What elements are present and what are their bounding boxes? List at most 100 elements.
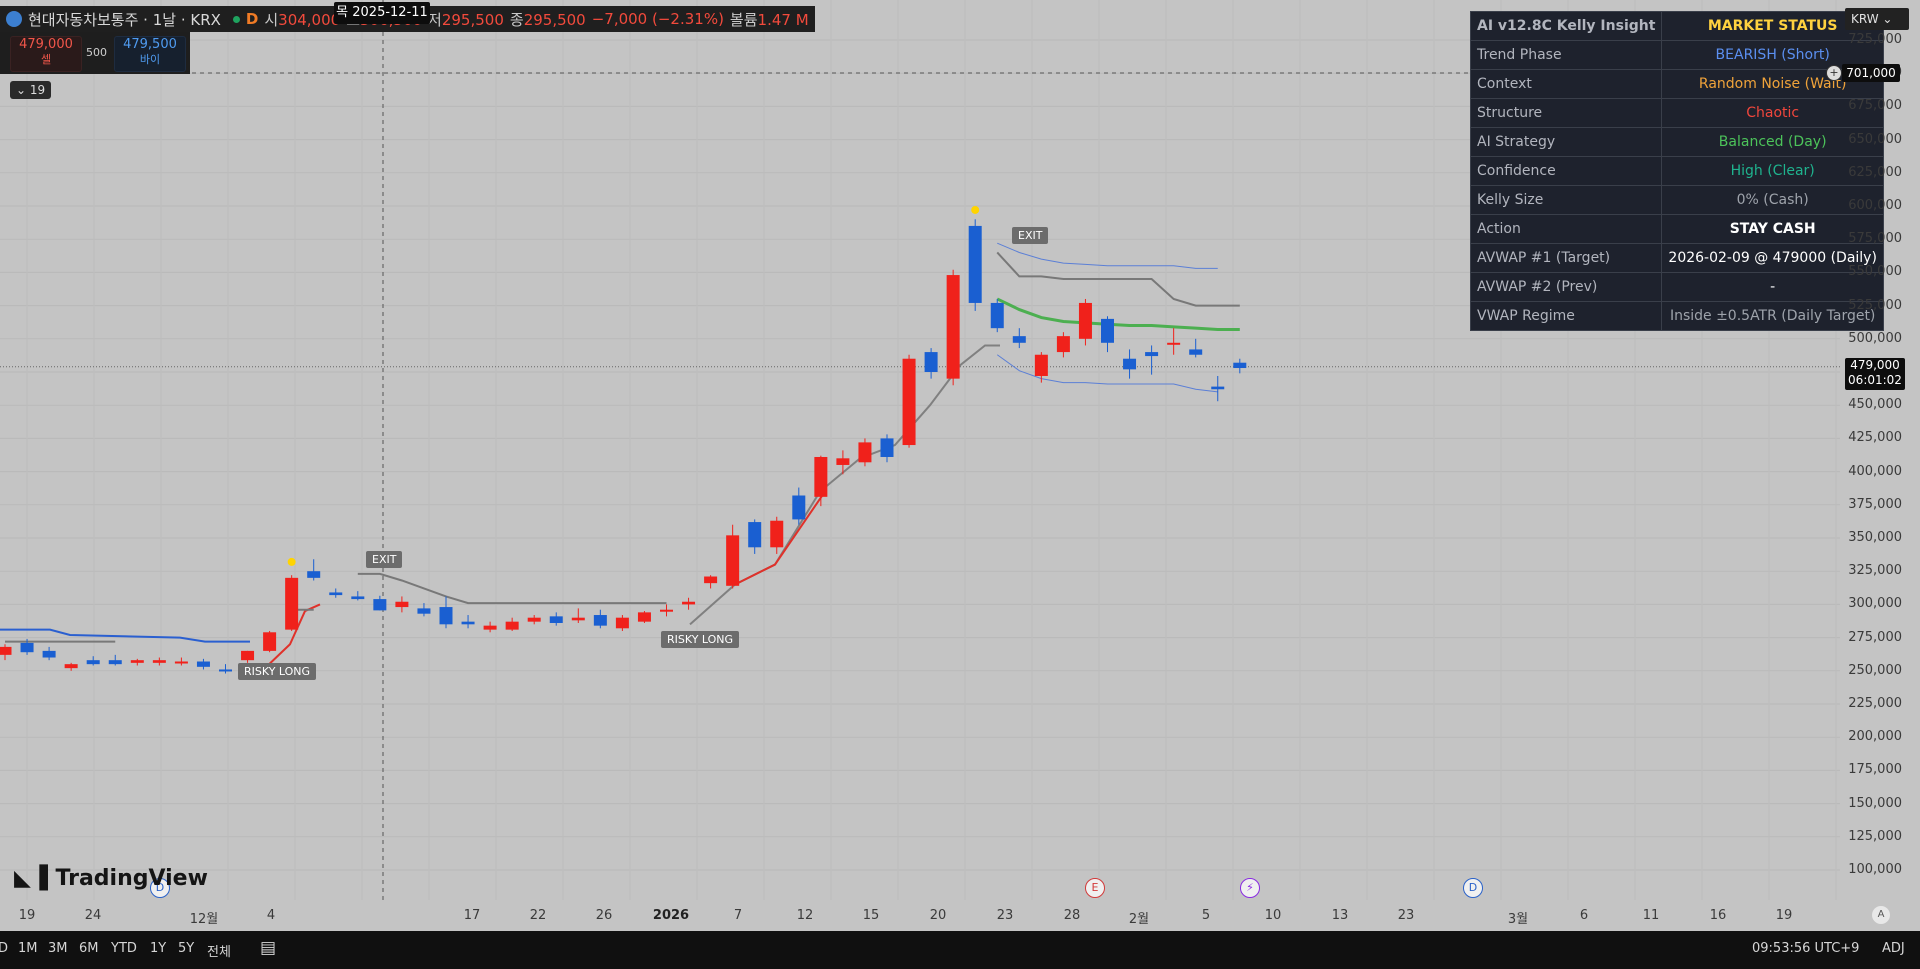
symbol-name[interactable]: 현대자동차보통주 · 1날 · KRX	[28, 10, 221, 29]
low-value: 295,500	[441, 10, 504, 29]
timeframe-1y[interactable]: 1Y	[150, 941, 167, 956]
candle-body	[1056, 336, 1070, 353]
candle-body	[946, 275, 960, 379]
timeframe-ytd[interactable]: YTD	[111, 941, 137, 956]
panel-key: AVWAP #2 (Prev)	[1469, 272, 1663, 302]
buy-label: 바이	[139, 53, 161, 66]
time-tick: 15	[862, 908, 880, 923]
panel-value: 2026-02-09 @ 479000 (Daily)	[1661, 243, 1884, 273]
split-event-icon[interactable]: ⚡	[1240, 878, 1260, 898]
candle-body	[748, 522, 762, 548]
currency-selector[interactable]: KRW ⌄	[1845, 8, 1909, 30]
candle-body	[836, 458, 850, 465]
time-tick: 19	[1775, 908, 1793, 923]
price-tick: 625,000	[1848, 164, 1902, 180]
candle-body	[20, 642, 34, 653]
panel-row: Confidence High (Clear)	[1469, 156, 1884, 186]
price-tick: 125,000	[1848, 828, 1902, 844]
indicators-collapse-button[interactable]: ⌄ 19	[10, 81, 52, 99]
buy-price: 479,500	[123, 37, 177, 52]
candle-body	[726, 535, 740, 586]
candle-body	[1189, 349, 1203, 355]
time-tick: 5	[1201, 908, 1211, 923]
time-tick: 4	[266, 908, 276, 923]
panel-key: Structure	[1469, 98, 1663, 128]
candle-body	[924, 352, 938, 372]
candle-body	[241, 650, 255, 661]
time-axis[interactable]: 19 24 12월 4 17 22 26 2026 7 12 15 20 23 28 2월 5 10 13 23 3월…	[0, 902, 1840, 930]
panel-value: 0% (Cash)	[1661, 185, 1884, 215]
panel-row: Structure Chaotic	[1469, 98, 1884, 128]
time-tick: 11	[1642, 908, 1660, 923]
price-axis[interactable]: 725,000700,000675,000650,000625,000600,0…	[1840, 0, 1920, 925]
candle-body	[505, 621, 519, 630]
dividend-event-icon[interactable]: D	[150, 878, 170, 898]
time-tick: 2026	[652, 908, 690, 923]
interval-badge[interactable]: D	[245, 10, 259, 28]
panel-value: Inside ±0.5ATR (Daily Target)	[1661, 301, 1884, 331]
candle-body	[196, 661, 210, 667]
timeframe-1m[interactable]: 1M	[18, 941, 38, 956]
clock[interactable]: 09:53:56 UTC+9	[1752, 941, 1860, 956]
last-price-value: 479,000	[1850, 358, 1900, 372]
candle-body	[1034, 354, 1048, 376]
top-signal-dot	[971, 205, 980, 214]
timeframe-5y[interactable]: 5Y	[178, 941, 195, 956]
trail-stop-line	[357, 572, 667, 605]
signal-label-exit: EXIT	[366, 551, 403, 568]
timeframe-all[interactable]: 전체	[207, 945, 231, 960]
time-tick: 12	[796, 908, 814, 923]
time-tick: 17	[463, 908, 481, 923]
crosshair-price-label: 701,000	[1842, 64, 1900, 82]
candle-body	[285, 577, 299, 630]
dividend-event-icon[interactable]: D	[1463, 878, 1483, 898]
panel-row: Action STAY CASH	[1469, 214, 1884, 244]
top-signal-dot	[287, 557, 296, 566]
candle-body	[858, 442, 872, 463]
candle-body	[417, 608, 431, 614]
add-alert-icon[interactable]: +	[1826, 65, 1842, 81]
candle-body	[86, 660, 100, 665]
candle-body	[637, 612, 651, 622]
candle-body	[64, 664, 78, 669]
timeframe-d[interactable]: D	[0, 941, 9, 956]
candle-body	[593, 615, 607, 626]
panel-value: Chaotic	[1661, 98, 1884, 128]
tradingview-logo[interactable]: ◣▐ TradingView	[14, 866, 208, 891]
time-tick: 22	[529, 908, 547, 923]
adj-toggle[interactable]: ADJ	[1882, 941, 1905, 956]
currency-label: KRW	[1851, 12, 1879, 26]
close-value: 295,500	[523, 10, 586, 29]
auto-scale-button[interactable]: A	[1872, 906, 1890, 924]
timeframe-3m[interactable]: 3M	[48, 941, 68, 956]
price-tick: 150,000	[1848, 795, 1902, 811]
panel-row: Trend Phase BEARISH (Short)	[1469, 40, 1884, 70]
trail-stop-line	[996, 251, 1240, 307]
candle-body	[770, 520, 784, 548]
price-tick: 175,000	[1848, 762, 1902, 778]
open-label: 시	[264, 10, 279, 29]
price-tick: 100,000	[1848, 862, 1902, 877]
time-tick: 6	[1579, 908, 1589, 923]
timeframe-6m[interactable]: 6M	[79, 941, 99, 956]
earnings-event-icon[interactable]: E	[1085, 878, 1105, 898]
volume-label: 볼륨	[729, 10, 758, 29]
vwap-upper-band	[997, 242, 1218, 269]
candle-body	[483, 625, 497, 630]
time-tick: 16	[1709, 908, 1727, 923]
price-tick: 350,000	[1848, 530, 1902, 545]
price-tick: 500,000	[1848, 330, 1902, 346]
trade-quantity[interactable]: 500	[86, 46, 107, 59]
candle-body	[174, 661, 188, 664]
date-range-calendar-icon[interactable]: ▤	[260, 938, 277, 958]
candle-body	[152, 660, 166, 663]
buy-button[interactable]: 479,500 바이	[114, 36, 186, 72]
sell-button[interactable]: 479,000 셀	[10, 36, 82, 72]
time-tick: 20	[929, 908, 947, 923]
candle-body	[0, 646, 12, 655]
chevron-down-icon: ⌄	[1882, 12, 1893, 26]
change-value: −7,000 (−2.31%)	[591, 10, 724, 28]
sell-price: 479,000	[19, 37, 73, 52]
crosshair-date-label: 목 2025-12-11	[334, 2, 430, 24]
signal-label-exit: EXIT	[1012, 227, 1049, 244]
